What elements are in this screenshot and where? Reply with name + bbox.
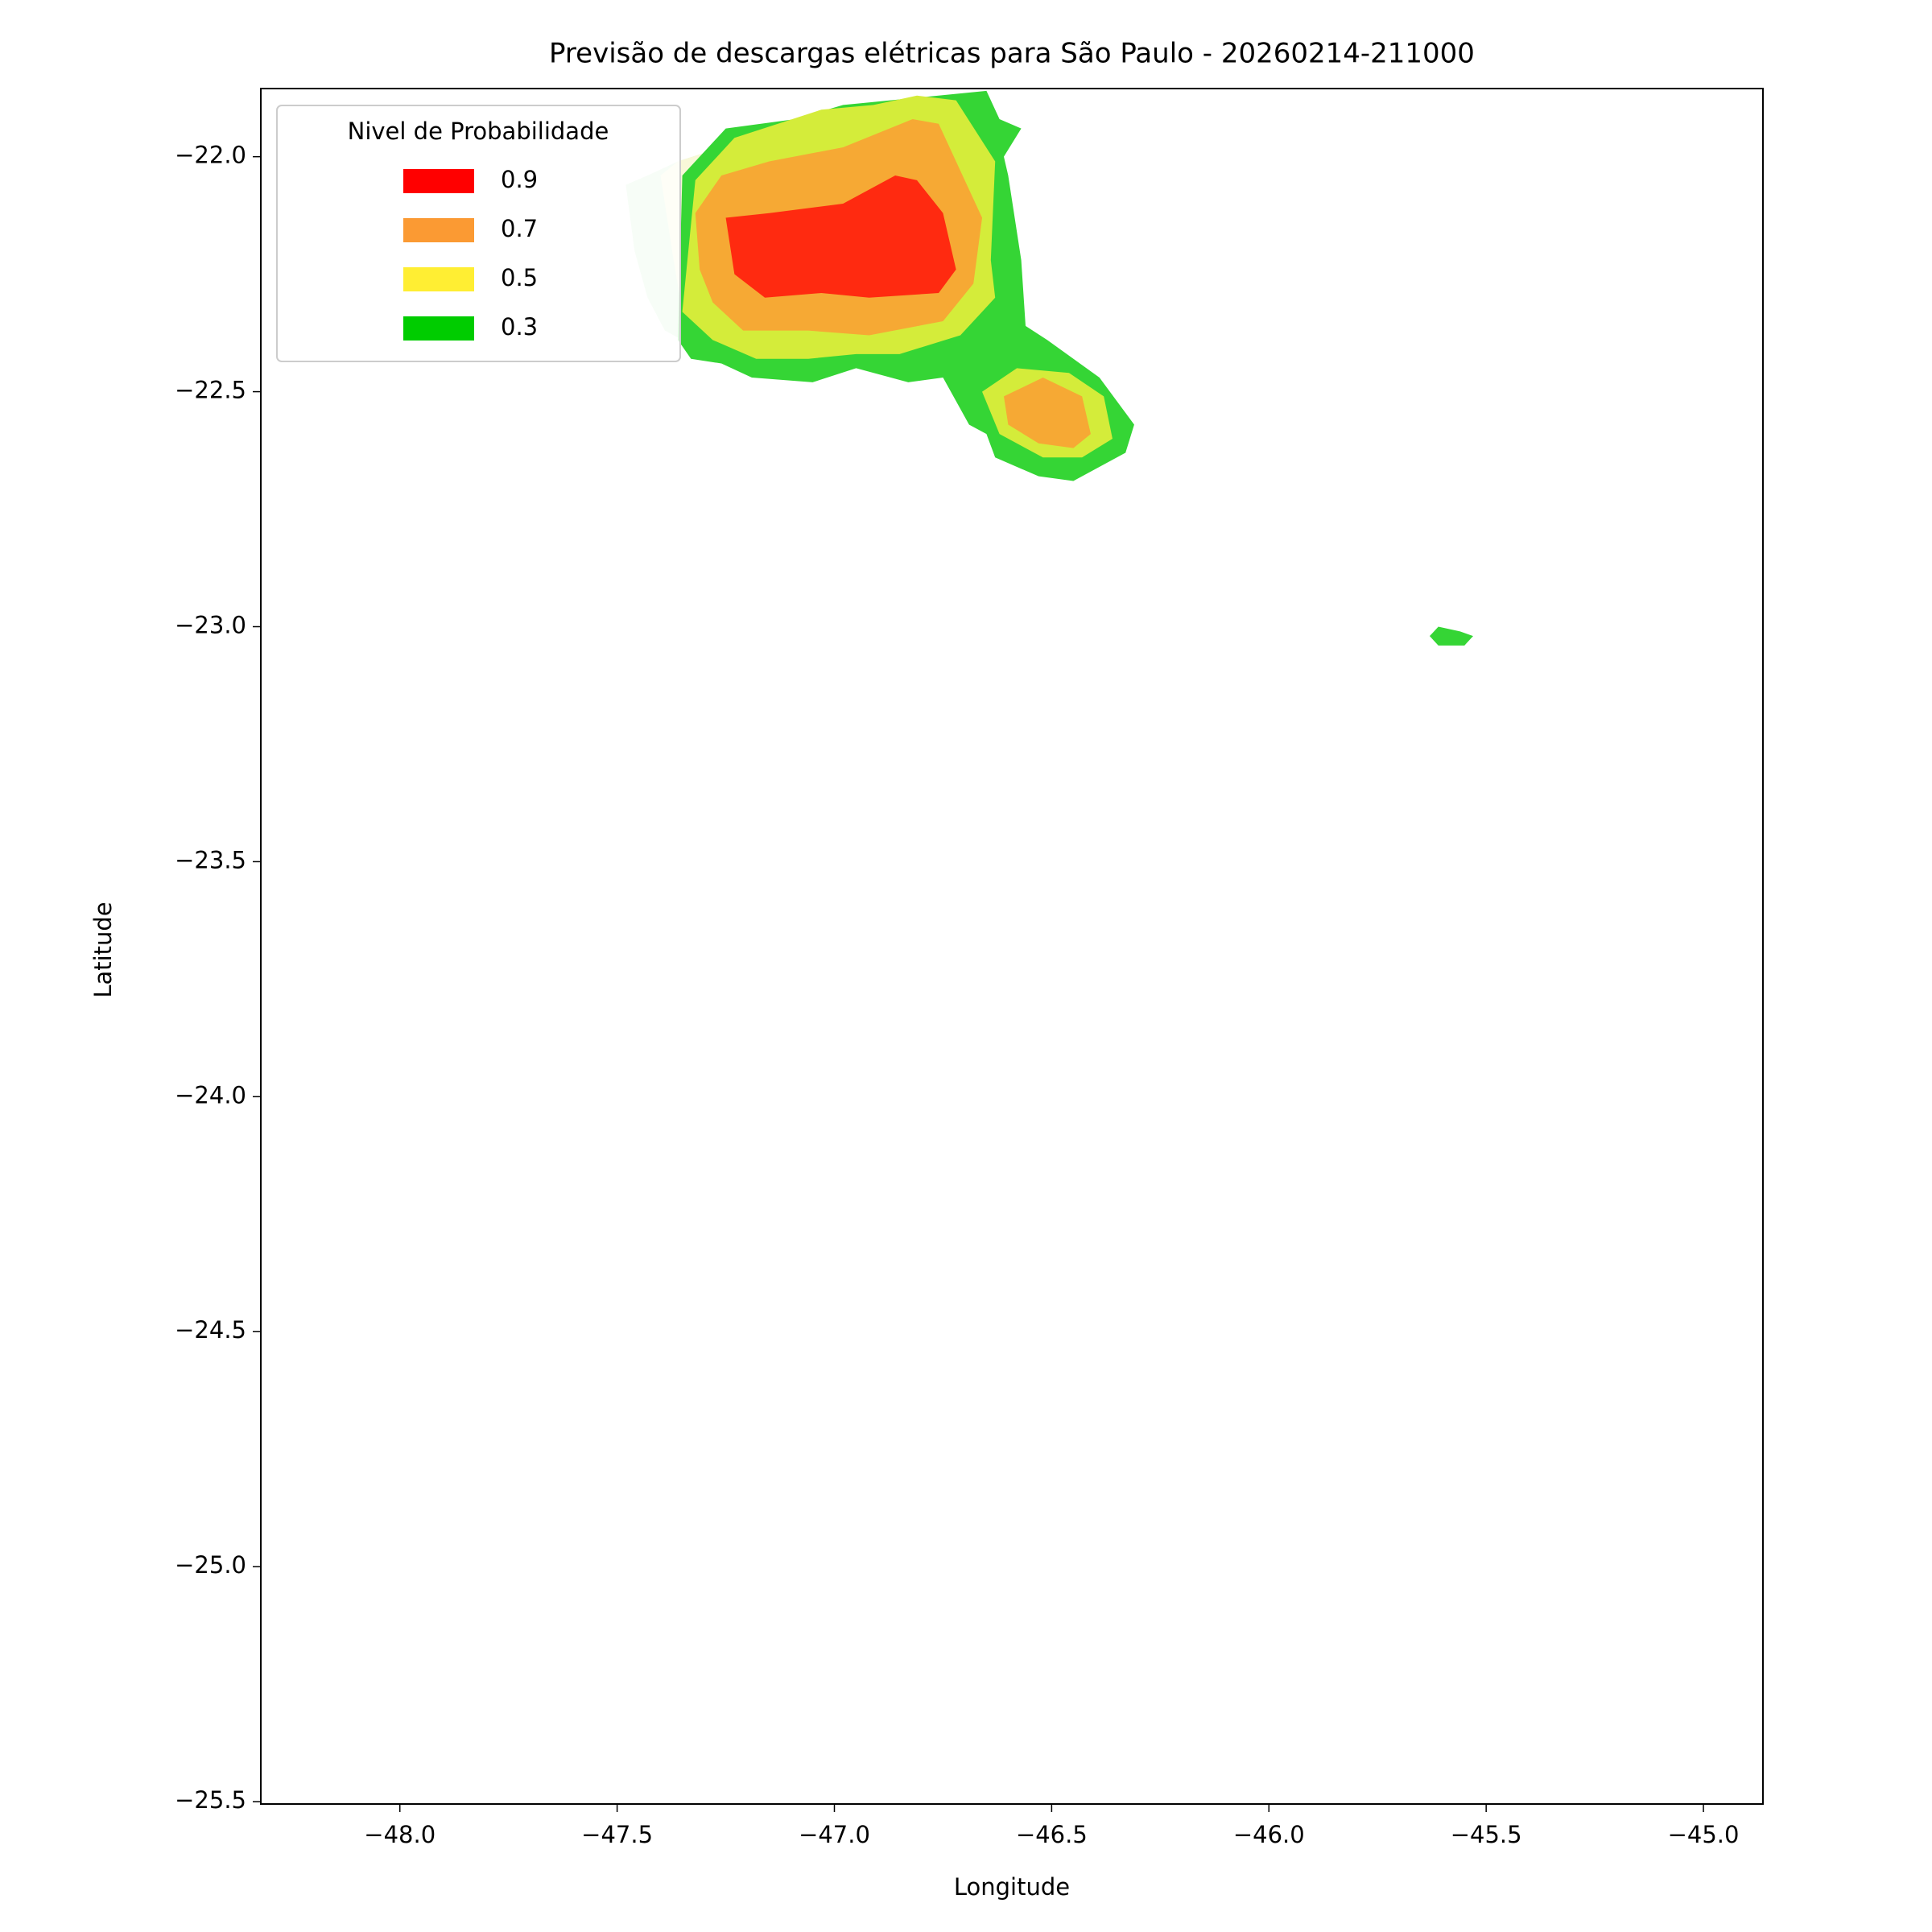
- legend-title: Nivel de Probabilidade: [348, 118, 609, 145]
- x-tick-label: −45.5: [1451, 1821, 1522, 1848]
- legend-label: 0.9: [501, 166, 538, 193]
- y-tick-label: −24.0: [175, 1081, 246, 1108]
- chart-title: Previsão de descargas elétricas para São…: [549, 38, 1475, 70]
- x-tick-label: −47.5: [581, 1821, 653, 1848]
- contour-region: [1004, 378, 1091, 448]
- x-tick-label: −48.0: [364, 1821, 436, 1848]
- y-tick-label: −24.5: [175, 1316, 246, 1344]
- contour-region: [725, 175, 956, 298]
- legend-swatch: [403, 267, 474, 291]
- x-axis-label: Longitude: [954, 1873, 1070, 1901]
- x-tick-label: −47.0: [799, 1821, 870, 1848]
- x-tick-label: −46.5: [1016, 1821, 1088, 1848]
- y-tick-label: −25.5: [175, 1786, 246, 1814]
- legend-swatch: [403, 218, 474, 242]
- contour-region: [1429, 626, 1473, 646]
- plot-area: [625, 90, 1473, 646]
- x-tick-label: −46.0: [1233, 1821, 1305, 1848]
- y-tick-label: −23.5: [175, 846, 246, 873]
- legend-swatch: [403, 169, 474, 193]
- legend-label: 0.5: [501, 264, 538, 291]
- x-tick-label: −45.0: [1668, 1821, 1740, 1848]
- legend-swatch: [403, 316, 474, 341]
- y-tick-label: −25.0: [175, 1551, 246, 1579]
- y-tick-label: −22.0: [175, 142, 246, 169]
- legend-box: [276, 105, 681, 362]
- y-tick-label: −22.5: [175, 377, 246, 404]
- y-tick-label: −23.0: [175, 611, 246, 638]
- legend-label: 0.3: [501, 313, 538, 341]
- legend-label: 0.7: [501, 215, 538, 242]
- y-axis-label: Latitude: [89, 902, 117, 997]
- plot-frame: [260, 88, 1764, 1805]
